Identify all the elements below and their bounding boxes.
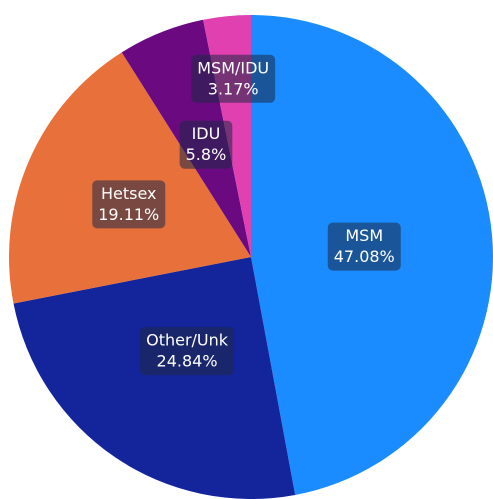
label-name: Hetsex — [101, 184, 157, 203]
label-box — [327, 222, 401, 271]
slice-label: MSM 47.08% — [327, 222, 401, 271]
label-value: 19.11% — [98, 205, 159, 224]
label-box — [140, 327, 235, 376]
slice-label: MSM/IDU 3.17% — [191, 54, 276, 103]
label-value: 47.08% — [334, 247, 395, 266]
label-name: Other/Unk — [146, 331, 229, 350]
slice-label: Other/Unk 24.84% — [140, 327, 235, 376]
pie-slice — [8, 52, 251, 304]
label-name: IDU — [192, 124, 221, 143]
label-name: MSM/IDU — [197, 58, 269, 77]
slice-label: Hetsex 19.11% — [92, 180, 166, 229]
label-box — [92, 180, 166, 229]
label-box — [179, 120, 233, 169]
label-box — [191, 54, 276, 103]
label-value: 5.8% — [186, 145, 227, 164]
pie-slice — [13, 257, 296, 499]
label-value: 3.17% — [208, 79, 259, 98]
label-value: 24.84% — [157, 352, 218, 371]
slice-label: IDU 5.8% — [179, 120, 233, 169]
label-name: MSM — [345, 226, 383, 245]
